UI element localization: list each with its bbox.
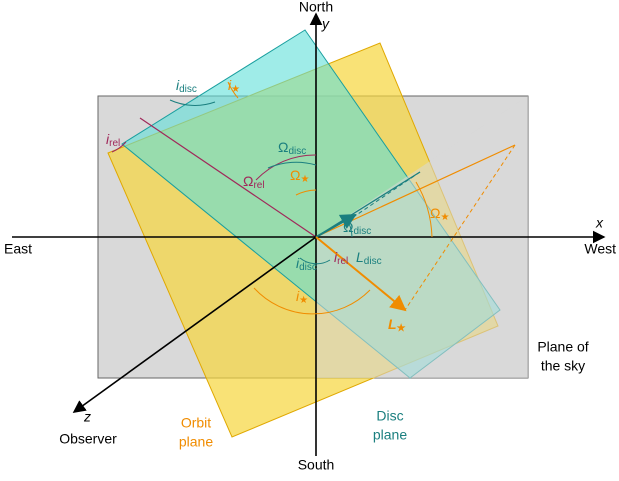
symbol: i: [106, 131, 110, 147]
sky-label: the sky: [541, 358, 585, 374]
symbol: Ω: [290, 167, 300, 183]
disc-label: Disc: [376, 408, 403, 424]
disc-label: plane: [373, 427, 407, 443]
west: West: [584, 241, 616, 257]
angle-label: Ldisc: [356, 249, 382, 267]
arc: [345, 217, 353, 238]
subscript: ★: [397, 323, 406, 334]
subscript: disc: [179, 84, 197, 95]
angle-label: idisc: [176, 77, 197, 95]
arc: [253, 287, 371, 315]
subscript: disc: [288, 146, 306, 157]
north: North: [299, 0, 333, 15]
south: South: [298, 457, 335, 473]
symbol: L: [388, 316, 397, 332]
l-star-vector: [315, 236, 407, 312]
z-label: z: [83, 409, 91, 425]
symbol: Ω: [243, 173, 253, 189]
arc: [299, 257, 331, 265]
angle-label: i★: [228, 77, 240, 95]
symbol: Ω: [343, 219, 353, 235]
subscript: rel: [109, 138, 120, 149]
arc: [227, 81, 239, 99]
subscript: disc: [364, 256, 382, 267]
subscript: ★: [299, 295, 308, 306]
subscript: ★: [300, 174, 309, 185]
angle-label: Ω★: [290, 167, 309, 185]
angle-label: Ω★: [430, 205, 449, 223]
arc: [267, 161, 317, 169]
angle-label: Ωdisc: [278, 139, 306, 157]
angle-label: idisc: [296, 255, 317, 273]
subscript: rel: [337, 256, 348, 267]
symbol: i: [176, 77, 180, 93]
orbit-label: plane: [179, 434, 213, 450]
subscript: disc: [299, 262, 317, 273]
subscript: ★: [440, 212, 449, 223]
dash: [404, 144, 516, 311]
y-label: y: [321, 16, 330, 32]
arc: [169, 99, 216, 106]
node-line: [139, 117, 317, 238]
symbol: i: [334, 249, 338, 265]
orbit-label: Orbit: [181, 415, 211, 431]
subscript: ★: [231, 84, 240, 95]
observer: Observer: [59, 431, 117, 447]
arc: [111, 141, 127, 153]
arc: [295, 189, 317, 196]
symbol: i: [296, 288, 300, 304]
symbol: i: [296, 255, 300, 271]
angle-label: irel: [334, 249, 348, 267]
east: East: [4, 241, 32, 257]
symbol: L: [356, 249, 364, 265]
symbol: Ω: [278, 139, 288, 155]
angle-label: Ωdisc: [343, 219, 371, 237]
angle-label: irel: [106, 131, 120, 149]
z-axis: [72, 236, 317, 413]
subscript: rel: [253, 180, 264, 191]
angle-label: Ωrel: [243, 173, 265, 191]
sky-label: Plane of: [537, 339, 588, 355]
x-label: x: [595, 215, 604, 231]
arc: [415, 181, 433, 238]
l-disc-vector: [315, 214, 357, 238]
subscript: disc: [353, 226, 371, 237]
arc: [255, 154, 317, 181]
symbol: Ω: [430, 205, 440, 221]
symbol: i: [228, 77, 232, 93]
angle-label: L★: [388, 316, 406, 334]
angle-label: i★: [296, 288, 308, 306]
